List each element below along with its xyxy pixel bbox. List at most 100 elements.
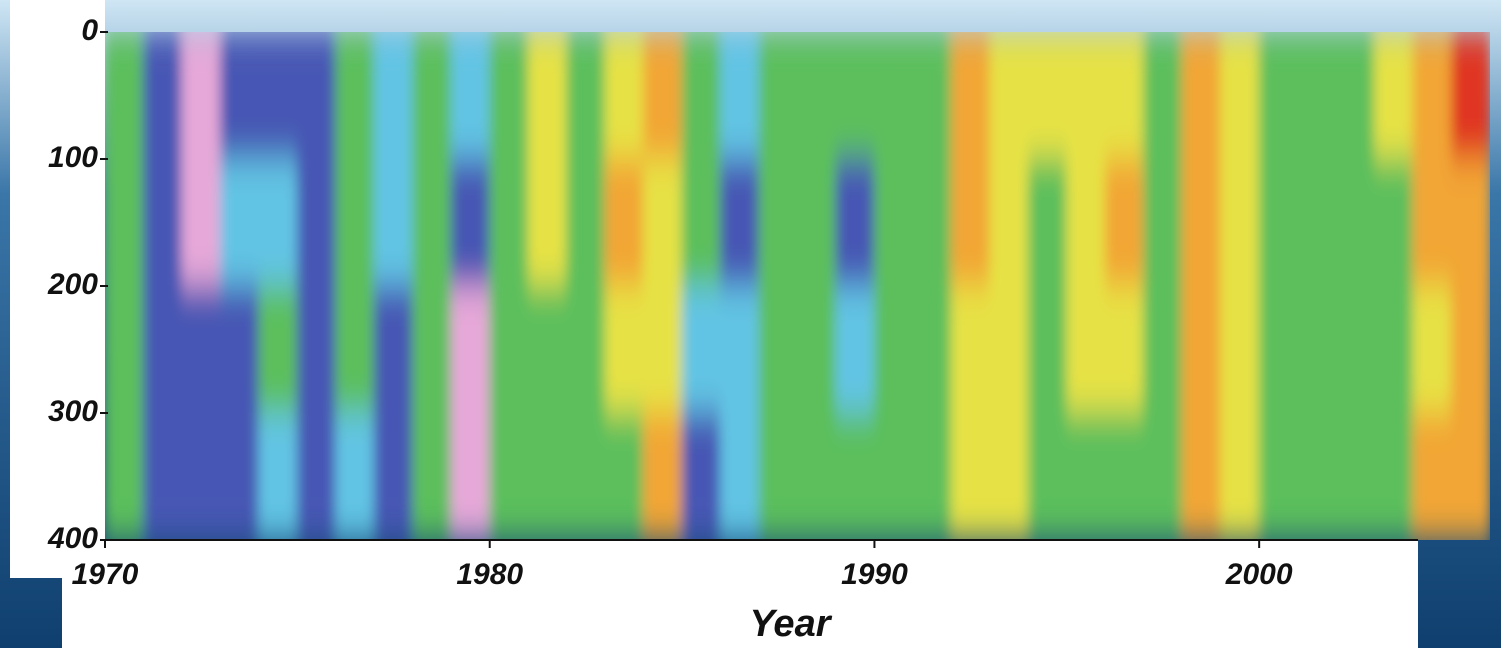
heatmap-cell bbox=[759, 286, 798, 414]
heatmap-cell bbox=[605, 286, 644, 414]
heatmap-cell bbox=[451, 32, 490, 160]
y-tick-label: 200 bbox=[47, 268, 98, 301]
heatmap-cell bbox=[1143, 286, 1182, 414]
heatmap-cell bbox=[835, 159, 874, 287]
heatmap-cell bbox=[643, 159, 682, 287]
heatmap-cell bbox=[220, 286, 259, 414]
heatmap-cell bbox=[1105, 159, 1144, 287]
heatmap-cell bbox=[1297, 32, 1336, 160]
heatmap-cell bbox=[489, 159, 528, 287]
heatmap-cell bbox=[912, 413, 951, 541]
heatmap-cell bbox=[874, 32, 913, 160]
heatmap-cell bbox=[797, 159, 836, 287]
heatmap-cell bbox=[1028, 32, 1067, 160]
heatmap-cell bbox=[105, 159, 144, 287]
heatmap-cell bbox=[181, 286, 220, 414]
heatmap-cell bbox=[1220, 286, 1259, 414]
heatmap-cell bbox=[412, 286, 451, 414]
heatmap-cell bbox=[1066, 286, 1105, 414]
heatmap-cell bbox=[1259, 159, 1298, 287]
heatmap-cell bbox=[1336, 32, 1375, 160]
heatmap-cell bbox=[1336, 286, 1375, 414]
heatmap-cell bbox=[143, 413, 182, 541]
heatmap-cell bbox=[220, 413, 259, 541]
heatmap-cell bbox=[451, 159, 490, 287]
heatmap-cell bbox=[297, 413, 336, 541]
heatmap-cell bbox=[181, 32, 220, 160]
heatmap-cell bbox=[759, 413, 798, 541]
heatmap-cell bbox=[720, 413, 759, 541]
heatmap-cell bbox=[1182, 32, 1221, 160]
heatmap-cell bbox=[1336, 159, 1375, 287]
heatmap-cell bbox=[1220, 159, 1259, 287]
heatmap-cell bbox=[874, 286, 913, 414]
x-tick-label: 2000 bbox=[1225, 558, 1293, 591]
heatmap-cell bbox=[912, 32, 951, 160]
heatmap-cell bbox=[682, 286, 721, 414]
heatmap-cell bbox=[1374, 413, 1413, 541]
heatmap-cell bbox=[951, 413, 990, 541]
heatmap-cells bbox=[105, 32, 1491, 541]
heatmap-cell bbox=[835, 286, 874, 414]
heatmap-cell bbox=[143, 159, 182, 287]
heatmap-cell bbox=[797, 413, 836, 541]
heatmap-cell bbox=[220, 159, 259, 287]
heatmap-cell bbox=[528, 159, 567, 287]
heatmap-cell bbox=[682, 32, 721, 160]
heatmap-cell bbox=[566, 32, 605, 160]
heatmap-cell bbox=[335, 159, 374, 287]
heatmap-cell bbox=[759, 32, 798, 160]
heatmap-cell bbox=[989, 32, 1028, 160]
heatmap-cell bbox=[874, 159, 913, 287]
heatmap-cell bbox=[1413, 286, 1452, 414]
heatmap-cell bbox=[835, 413, 874, 541]
heatmap-cell bbox=[989, 413, 1028, 541]
heatmap-cell bbox=[951, 286, 990, 414]
heatmap-cell bbox=[412, 159, 451, 287]
x-tick-label: 1980 bbox=[456, 558, 523, 591]
heatmap-cell bbox=[1066, 159, 1105, 287]
heatmap-cell bbox=[682, 159, 721, 287]
heatmap-cell bbox=[374, 32, 413, 160]
heatmap-cell bbox=[1182, 159, 1221, 287]
heatmap-cell bbox=[951, 32, 990, 160]
heatmap-cell bbox=[258, 413, 297, 541]
heatmap-cell bbox=[374, 413, 413, 541]
heatmap-cell bbox=[759, 159, 798, 287]
heatmap-cell bbox=[1374, 159, 1413, 287]
heatmap-cell bbox=[1374, 32, 1413, 160]
heatmap-cell bbox=[105, 286, 144, 414]
heatmap-cell bbox=[989, 286, 1028, 414]
heatmap-cell bbox=[528, 286, 567, 414]
heatmap-cell bbox=[1220, 413, 1259, 541]
heatmap-cell bbox=[1413, 32, 1452, 160]
heatmap-cell bbox=[412, 413, 451, 541]
heatmap-cell bbox=[643, 286, 682, 414]
heatmap-cell bbox=[335, 32, 374, 160]
heatmap-cell bbox=[566, 159, 605, 287]
x-tick-label: 1970 bbox=[72, 558, 139, 591]
heatmap-cell bbox=[451, 413, 490, 541]
heatmap-cell bbox=[489, 32, 528, 160]
heatmap-cell bbox=[1259, 413, 1298, 541]
heatmap-cell bbox=[835, 32, 874, 160]
heatmap-cell bbox=[297, 32, 336, 160]
heatmap-cell bbox=[1451, 159, 1490, 287]
heatmap-cell bbox=[720, 32, 759, 160]
heatmap-cell bbox=[643, 32, 682, 160]
heatmap-cell bbox=[1413, 413, 1452, 541]
heatmap-cell bbox=[105, 413, 144, 541]
heatmap-cell bbox=[1105, 413, 1144, 541]
heatmap-cell bbox=[297, 286, 336, 414]
heatmap-cell bbox=[489, 413, 528, 541]
heatmap-cell bbox=[874, 413, 913, 541]
heatmap-cell bbox=[220, 32, 259, 160]
heatmap bbox=[105, 32, 1491, 541]
heatmap-cell bbox=[258, 286, 297, 414]
heatmap-cell bbox=[1182, 413, 1221, 541]
heatmap-cell bbox=[412, 32, 451, 160]
heatmap-cell bbox=[605, 159, 644, 287]
heatmap-cell bbox=[1259, 286, 1298, 414]
heatmap-cell bbox=[720, 159, 759, 287]
